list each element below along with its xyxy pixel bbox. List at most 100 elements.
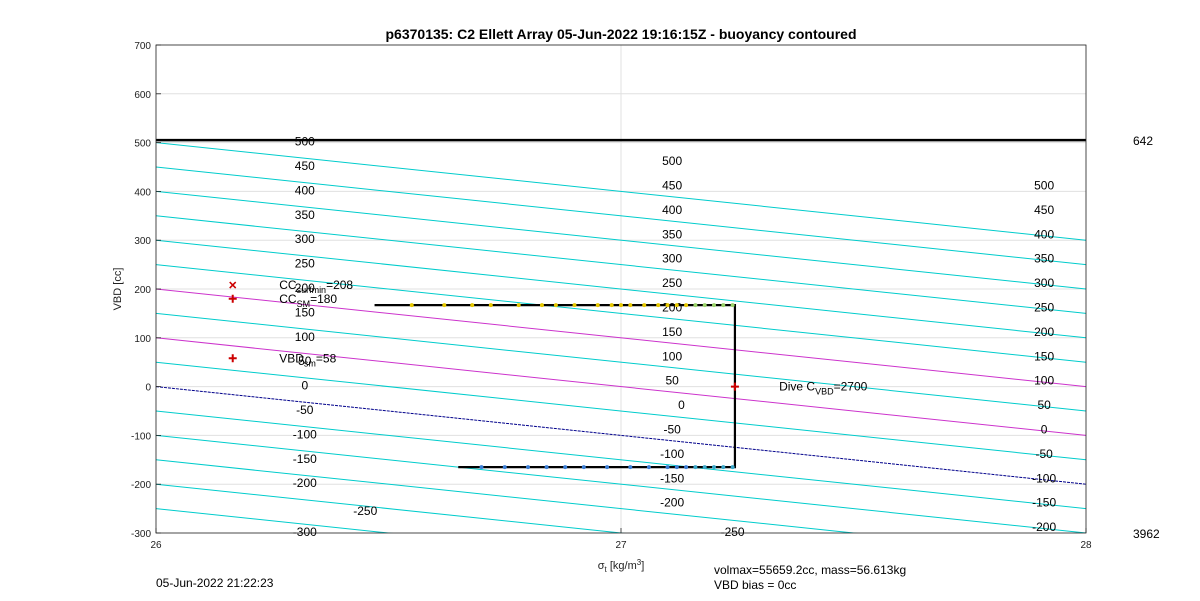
contour-line [156, 483, 626, 533]
annotation: Dive CVBD=2700 [779, 380, 868, 397]
markers [228, 281, 739, 391]
contour-label: 0 [301, 379, 308, 393]
marker-plus [228, 294, 237, 303]
y-tick-label: -100 [131, 431, 151, 442]
marker-plus [730, 382, 739, 391]
contour-line [156, 142, 1086, 241]
x-axis-label-symbol: σ [598, 560, 605, 572]
lower-point [646, 465, 651, 470]
lower-point [684, 465, 689, 470]
contour-line [156, 288, 1086, 388]
contour-label: 300 [295, 232, 315, 246]
contour-label: 50 [1037, 398, 1051, 412]
contour-label: 450 [1034, 203, 1054, 217]
contour-label: -150 [660, 471, 684, 485]
contour-label: 500 [662, 154, 682, 168]
contour-line [156, 337, 1086, 436]
upper-point [572, 303, 577, 308]
y-tick-label: 700 [134, 41, 151, 52]
contour-line [156, 508, 394, 533]
lower-point [526, 465, 530, 470]
lower-point [544, 465, 549, 470]
contour-line [156, 239, 1086, 339]
y-tick-label: -200 [131, 480, 151, 491]
upper-point [684, 303, 689, 308]
upper-point [712, 303, 716, 308]
annotation: CCSM=180 [279, 292, 337, 309]
lower-point [721, 465, 726, 470]
contour-label: -100 [1032, 471, 1056, 485]
upper-point [702, 303, 707, 308]
y-tick-label: -300 [131, 529, 151, 540]
contour-line [156, 166, 1086, 266]
right-axis-labels: 642 3962 [1133, 134, 1160, 541]
lower-point [693, 465, 698, 470]
contour-label: 100 [662, 349, 682, 363]
lower-point [628, 465, 633, 470]
contour-label: 100 [1034, 374, 1054, 388]
upper-point [619, 303, 623, 308]
lower-point [702, 465, 707, 470]
contour-label: 500 [295, 135, 315, 149]
contour-label: 350 [1034, 252, 1054, 266]
contour-label: 250 [295, 257, 315, 271]
contour-label: -250 [353, 504, 377, 518]
contour-line [156, 434, 1086, 533]
x-tick-label: 28 [1080, 540, 1092, 551]
x-tick-label: 26 [150, 540, 162, 551]
contour-label: -250 [721, 525, 745, 539]
contour-label: -100 [293, 427, 317, 441]
x-axis-label-unit: [kg/m [607, 560, 637, 572]
y-tick-label: 500 [134, 139, 151, 150]
contour-label: 200 [1034, 325, 1054, 339]
contour-label: 450 [295, 159, 315, 173]
lower-point [563, 465, 568, 470]
contour-line [156, 459, 859, 533]
upper-point [595, 303, 600, 308]
contour-label: 250 [1034, 301, 1054, 315]
data-points [409, 303, 735, 470]
y-tick-label: 400 [134, 187, 151, 198]
contour-label: 400 [295, 183, 315, 197]
contour-label: 150 [1034, 349, 1054, 363]
lower-point [479, 465, 484, 470]
contour-label: 150 [295, 305, 315, 319]
contour-line [156, 264, 1086, 363]
lower-point [502, 465, 507, 470]
chart-title: p6370135: C2 Ellett Array 05-Jun-2022 19… [386, 26, 857, 42]
contour-line [156, 312, 1086, 412]
annotation: CCsurfmin=208 [279, 278, 353, 295]
contour-label: -50 [663, 423, 681, 437]
upper-point [516, 303, 521, 308]
contour-label: 400 [662, 203, 682, 217]
contour-label: -300 [293, 525, 317, 539]
contour-label: 450 [662, 179, 682, 193]
y-ticks: -300 -200 -100 0 100 200 300 400 500 600 700 [131, 41, 161, 540]
marker-plus [228, 354, 237, 363]
lower-point [605, 465, 610, 470]
contour-label: 0 [678, 398, 685, 412]
contour-label: 300 [662, 252, 682, 266]
lower-point [581, 465, 586, 470]
upper-point [628, 303, 633, 308]
lower-point [665, 465, 670, 470]
contour-line [156, 190, 1086, 290]
upper-point [693, 303, 698, 308]
upper-point [539, 303, 544, 308]
upper-point [674, 303, 679, 308]
y-axis-label: VBD [cc] [112, 268, 124, 311]
contour-line [156, 361, 1086, 461]
contour-label: 0 [1041, 423, 1048, 437]
upper-point [553, 303, 558, 308]
contour-label: 150 [662, 325, 682, 339]
right-axis-label: 642 [1133, 134, 1153, 148]
marker-x [229, 281, 237, 289]
lower-point [712, 465, 716, 470]
lower-point [730, 465, 735, 470]
y-tick-label: 0 [145, 383, 151, 394]
upper-point [656, 303, 661, 308]
x-axis-label-close: ] [641, 560, 644, 572]
y-tick-label: 300 [134, 236, 151, 247]
x-tick-label: 27 [615, 540, 627, 551]
